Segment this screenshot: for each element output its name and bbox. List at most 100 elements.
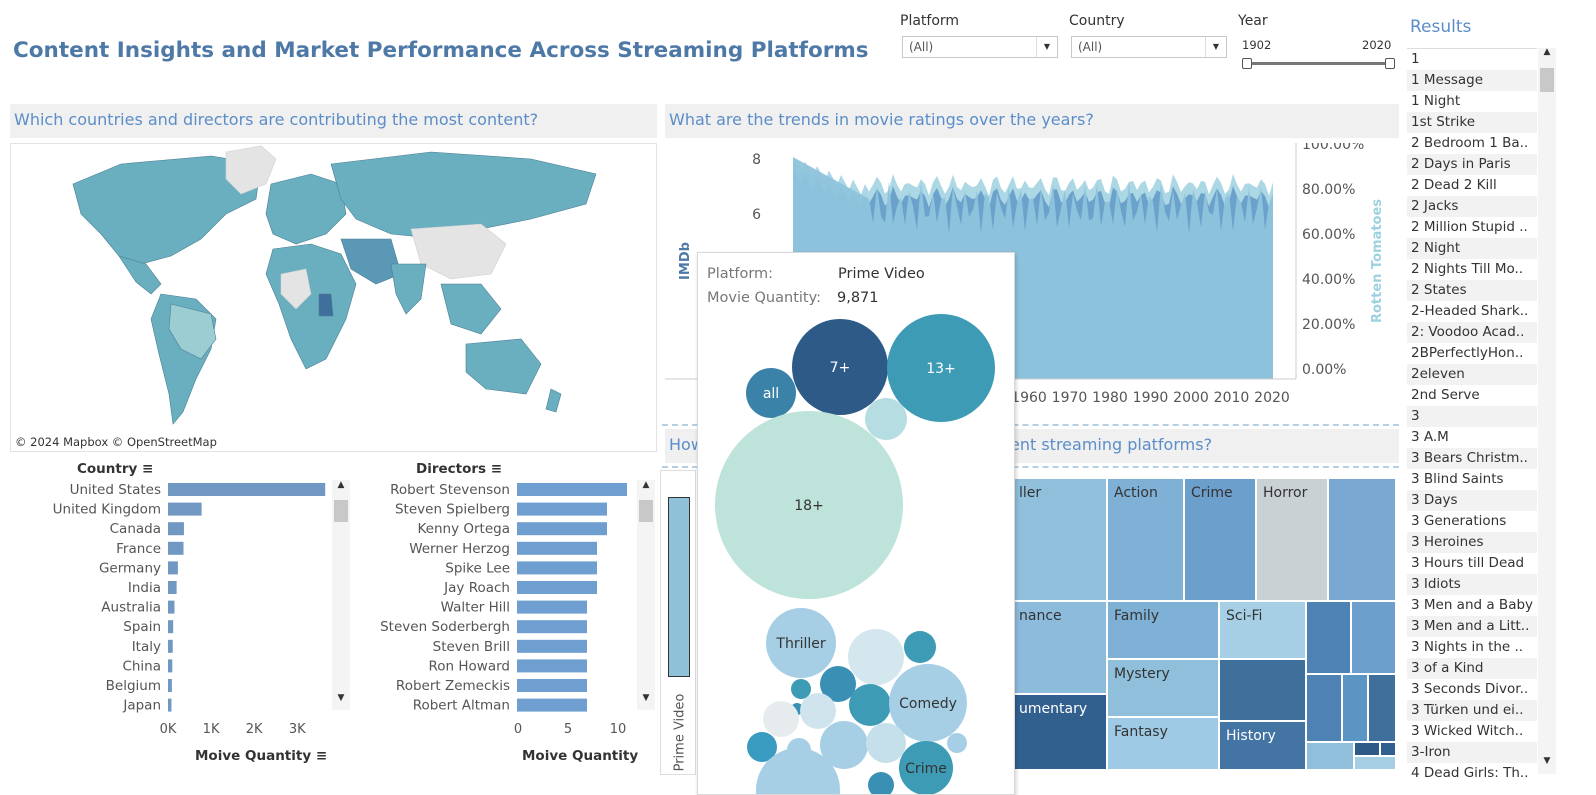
treemap-cell[interactable] (1306, 742, 1354, 770)
treemap-cell[interactable] (1368, 674, 1396, 742)
result-item[interactable]: 3 Idiots (1407, 574, 1537, 595)
result-item[interactable]: 3 Generations (1411, 513, 1507, 529)
year-min: 1902 (1242, 38, 1272, 52)
result-item[interactable]: 2BPerfectlyHon.. (1411, 345, 1524, 361)
result-item[interactable]: 3 Nights in the .. (1411, 639, 1524, 655)
treemap-cell[interactable]: Crime (1184, 478, 1256, 601)
treemap-cell[interactable] (1306, 601, 1351, 674)
genre-bubble (763, 701, 799, 737)
result-item[interactable]: 2 Night (1407, 238, 1537, 259)
result-item[interactable]: 2 Jacks (1407, 196, 1537, 217)
bar-category-label: United Kingdom (53, 502, 161, 518)
result-item[interactable]: 3 Men and a Litt.. (1407, 616, 1537, 637)
result-item[interactable]: 1 (1411, 51, 1420, 67)
chevron-down-icon[interactable]: ▼ (337, 693, 345, 703)
result-item[interactable]: 2 Million Stupid .. (1411, 219, 1528, 235)
chevron-down-icon[interactable]: ▼ (1036, 37, 1057, 57)
result-item[interactable]: 3 (1407, 406, 1537, 427)
treemap-cell[interactable]: Sci-Fi (1219, 601, 1306, 659)
result-item[interactable]: 2: Voodoo Acad.. (1407, 322, 1537, 343)
treemap-cell[interactable] (1328, 478, 1396, 601)
bar-category-label: Robert Stevenson (390, 482, 510, 498)
result-item[interactable]: 2 States (1407, 280, 1537, 301)
treemap-cell[interactable] (1380, 742, 1396, 756)
x-tick-label: 1970 (1052, 390, 1088, 406)
genre-treemap[interactable]: ller Action Crime Horror nance Family Sci-Fi My… (1012, 478, 1396, 770)
chevron-down-icon[interactable]: ▼ (1543, 756, 1551, 766)
result-item[interactable]: 2 Nights Till Mo.. (1411, 261, 1524, 277)
results-scrollbar[interactable]: ▲ ▼ (1538, 47, 1556, 774)
treemap-cell[interactable]: Horror (1256, 478, 1328, 601)
platform-select[interactable]: (All) ▼ (902, 36, 1058, 58)
results-list[interactable]: 1 1 Message 1 Night 1st Strike 2 Bedroom 1 B… (1407, 48, 1537, 784)
result-item[interactable]: 3 Wicked Witch.. (1411, 723, 1524, 739)
result-item[interactable]: 1 Night (1411, 93, 1461, 109)
scrollbar-thumb[interactable] (639, 500, 653, 522)
sort-icon[interactable]: ≡ (490, 461, 503, 477)
bar-category-label: Steven Brill (433, 639, 510, 655)
treemap-cell[interactable] (1351, 601, 1396, 674)
x-tick-label: 3K (289, 722, 306, 737)
result-item[interactable]: 3 A.M (1411, 429, 1449, 445)
chevron-down-icon[interactable]: ▼ (642, 693, 650, 703)
scrollbar-thumb[interactable] (334, 500, 348, 522)
result-item[interactable]: 2 Days in Paris (1407, 154, 1537, 175)
result-item[interactable]: 3 of a Kind (1407, 658, 1537, 679)
treemap-cell[interactable] (1306, 674, 1342, 742)
chevron-up-icon[interactable]: ▲ (1543, 47, 1551, 57)
tooltip-qty-value: 9,871 (837, 290, 879, 306)
result-item[interactable]: 2nd Serve (1411, 387, 1480, 403)
result-item[interactable]: 2eleven (1407, 364, 1537, 385)
result-item[interactable]: 3 Heroines (1407, 532, 1537, 553)
genre-bubble (791, 679, 811, 699)
result-item[interactable]: 4 Dead Girls: Th.. (1411, 765, 1529, 781)
sort-icon[interactable]: ≡ (142, 461, 154, 477)
result-item[interactable]: 3 Hours till Dead (1411, 555, 1525, 571)
result-item[interactable]: 3 Men and a Baby (1411, 597, 1534, 613)
y2-tick-label: 20.00% (1302, 317, 1355, 333)
year-slider-track[interactable] (1246, 62, 1390, 65)
result-item[interactable]: 3 Blind Saints (1411, 471, 1504, 487)
treemap-cell[interactable]: nance (1012, 601, 1107, 694)
bar-category-label: Kenny Ortega (418, 521, 511, 537)
world-map[interactable]: © 2024 Mapbox © OpenStreetMap (10, 143, 657, 452)
scrollbar-thumb[interactable] (1540, 68, 1554, 92)
treemap-cell[interactable] (1219, 659, 1306, 721)
country-select[interactable]: (All) ▼ (1071, 36, 1227, 58)
result-item[interactable]: 1 Message (1407, 70, 1537, 91)
sort-icon[interactable]: ≡ (315, 748, 328, 764)
result-item[interactable]: 3 Seconds Divor.. (1411, 681, 1529, 697)
country-scrollbar[interactable]: ▲ ▼ (332, 480, 350, 710)
treemap-cell[interactable]: Mystery (1107, 659, 1219, 717)
treemap-cell[interactable]: umentary (1012, 694, 1107, 770)
treemap-cell[interactable]: History (1219, 721, 1306, 770)
bar-category-label: France (116, 541, 161, 557)
result-item[interactable]: 3 Türken und ei.. (1407, 700, 1537, 721)
result-item[interactable]: 3 Bears Christm.. (1407, 448, 1537, 469)
chevron-up-icon[interactable]: ▲ (642, 480, 650, 490)
result-item[interactable]: 3 Days (1407, 490, 1537, 511)
chevron-up-icon[interactable]: ▲ (337, 480, 345, 490)
directors-scrollbar[interactable]: ▲ ▼ (637, 480, 655, 710)
treemap-cell[interactable]: ller (1012, 478, 1107, 601)
country-filter-label: Country (1069, 13, 1125, 29)
result-item[interactable]: 2 Bedroom 1 Ba.. (1411, 135, 1529, 151)
treemap-cell[interactable]: Action (1107, 478, 1184, 601)
ratings-area-chart[interactable]: IMDb Rotten Tomatoes 6 8 0.00% 20.00% 40.00%… (665, 137, 1399, 423)
treemap-cell[interactable]: Fantasy (1107, 717, 1219, 770)
treemap-cell[interactable]: Family (1107, 601, 1219, 659)
treemap-cell[interactable] (1354, 756, 1396, 770)
genre-bubble (800, 693, 836, 729)
chevron-down-icon[interactable]: ▼ (1205, 37, 1226, 57)
bar-category-label: Spike Lee (445, 560, 510, 576)
result-item[interactable]: 2 Dead 2 Kill (1411, 177, 1497, 193)
result-item[interactable]: 2-Headed Shark.. (1411, 303, 1529, 319)
genre-bubble-label: Crime (905, 761, 947, 777)
result-item[interactable]: 3-Iron (1407, 742, 1537, 763)
prime-video-bar[interactable] (668, 497, 690, 677)
year-slider-max-handle[interactable] (1385, 58, 1395, 69)
result-item[interactable]: 1st Strike (1407, 112, 1537, 133)
treemap-cell[interactable] (1354, 742, 1380, 756)
treemap-cell[interactable] (1342, 674, 1368, 742)
year-slider-min-handle[interactable] (1242, 58, 1252, 69)
